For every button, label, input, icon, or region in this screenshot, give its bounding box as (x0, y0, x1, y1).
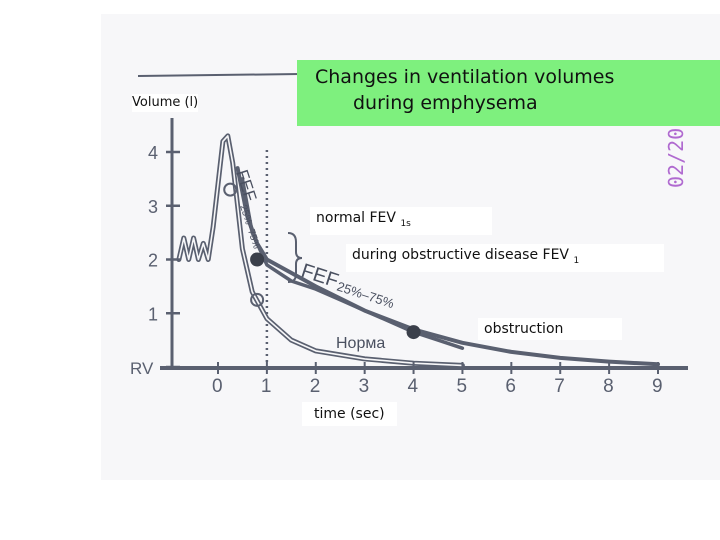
x-axis-label: time (sec) (302, 402, 397, 426)
y-axis-label: Volume (l) (132, 94, 199, 112)
y-tick-label: 2 (148, 251, 158, 271)
marker-layer (223, 182, 421, 340)
annotation-normal: normal FEV 1s (310, 207, 492, 235)
x-tick-label: 1 (261, 376, 272, 397)
chart-title-line1: Changes in ventilation volumes (315, 66, 615, 88)
annotation-obstructive: during obstructive disease FEV 1 (346, 244, 664, 272)
x-tick-label: 8 (603, 376, 614, 397)
y-tick-label: 1 (148, 304, 158, 324)
annotation-obstructive-text: during obstructive disease FEV (352, 247, 569, 263)
x-tick-label: 5 (456, 376, 467, 397)
fef-point-1 (223, 182, 238, 197)
x-tick-label: 4 (408, 376, 419, 397)
chart-title-line2: during emphysema (353, 92, 538, 114)
x-tick-label: 7 (554, 376, 565, 397)
annotation-normal-sub: 1s (400, 218, 411, 229)
tick-layer: RV 1 2 3 4 0 1 2 3 4 5 6 7 8 9 (130, 143, 663, 397)
fef-point-2 (250, 292, 265, 307)
chart-title-box: Changes in ventilation volumes during em… (297, 60, 720, 126)
norma-label: Норма (336, 335, 385, 352)
annotation-obstruction: obstruction (478, 318, 622, 340)
annotation-normal-text: normal FEV (316, 210, 396, 226)
x-tick-label: 3 (359, 376, 370, 397)
date-stamp: 02/20 (664, 127, 688, 188)
fef-sublabel: 25%–75% (335, 279, 396, 312)
fef-label: FEF (298, 260, 341, 293)
y-tick-label: RV (130, 359, 154, 378)
y-tick-label: 3 (148, 197, 158, 217)
annotation-obstructive-sub: 1 (573, 255, 580, 266)
x-tick-label: 2 (310, 376, 321, 397)
curve-marker-1 (250, 252, 265, 267)
curve-marker-2 (406, 325, 421, 340)
series-line-3 (240, 177, 465, 350)
fef-bracket (287, 232, 303, 283)
x-tick-label: 0 (212, 376, 223, 397)
top-rule (137, 73, 301, 77)
series-line-1-highlight (178, 135, 463, 367)
x-tick-label: 6 (505, 376, 516, 397)
y-tick-label: 4 (148, 143, 158, 163)
x-tick-label: 9 (652, 376, 663, 397)
series-layer (176, 133, 660, 368)
